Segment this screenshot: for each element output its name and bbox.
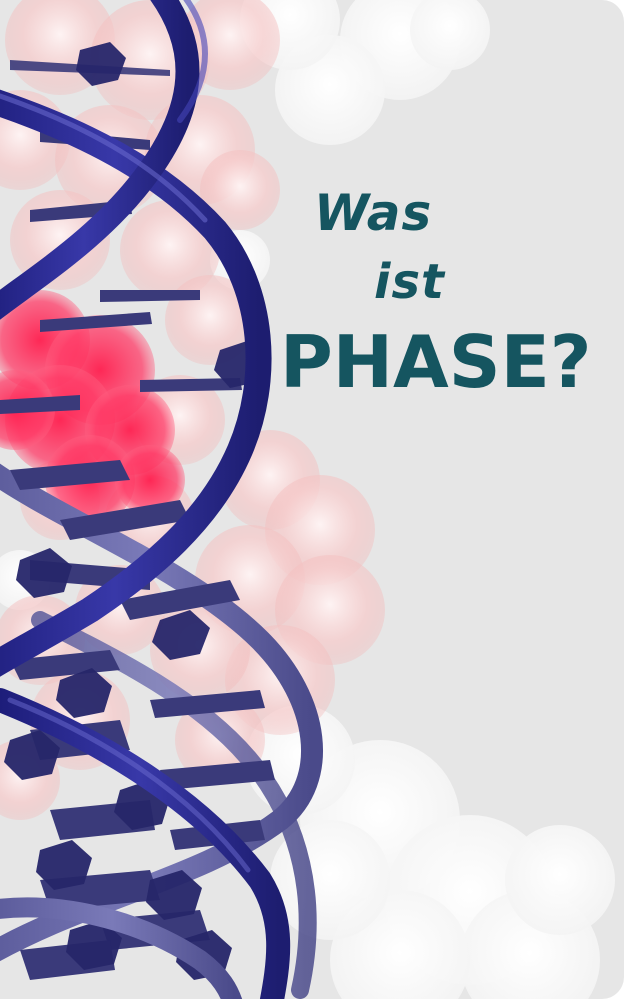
dna-illustration bbox=[0, 0, 615, 999]
poster-card: Was ist PHASE? bbox=[0, 0, 624, 999]
